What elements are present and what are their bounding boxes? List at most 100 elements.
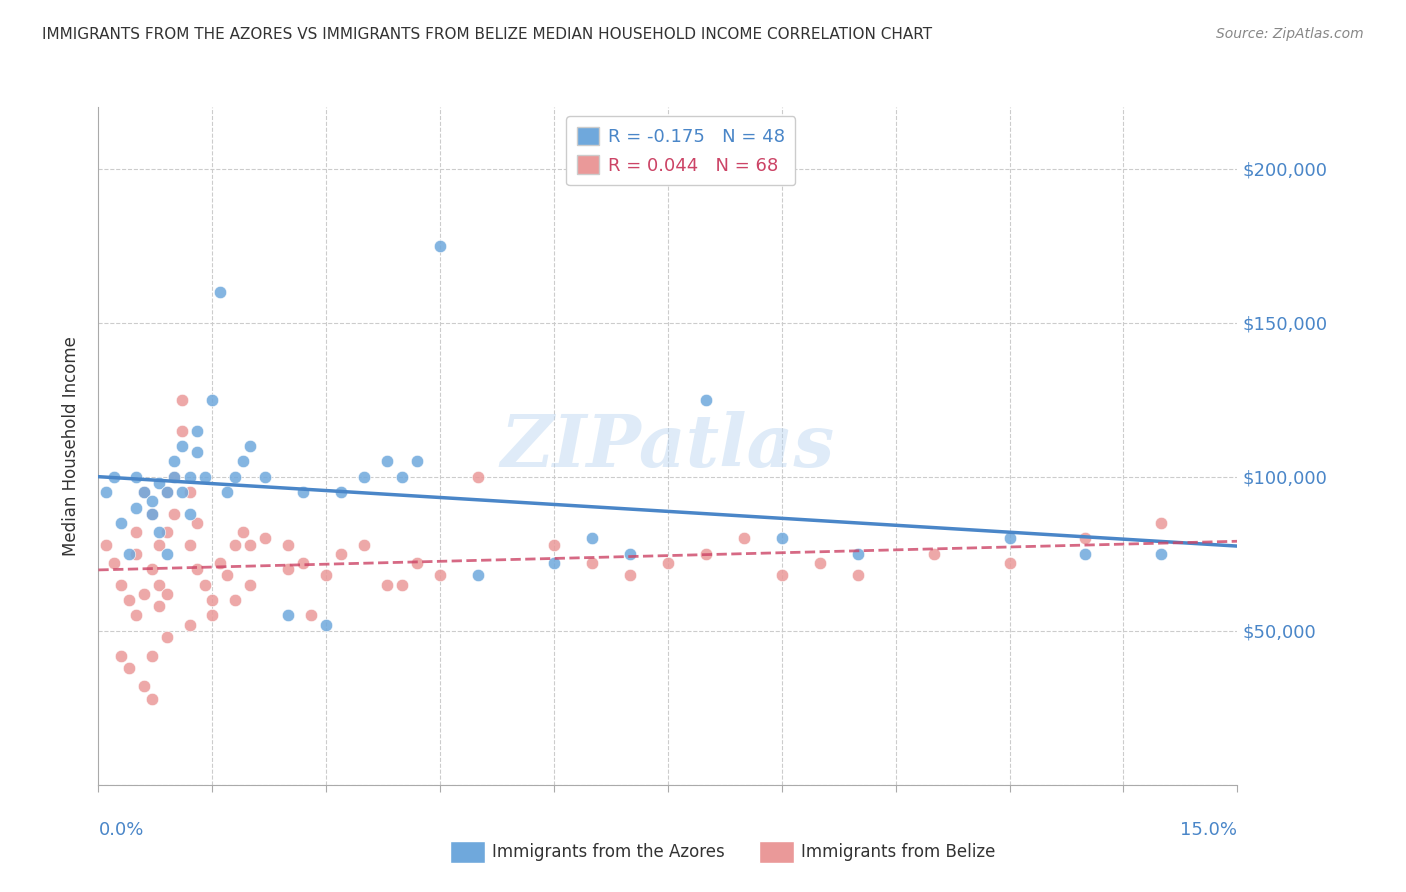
Point <box>299 608 322 623</box>
Point <box>224 593 246 607</box>
Text: 15.0%: 15.0% <box>1180 821 1237 838</box>
Point <box>148 525 170 540</box>
Point <box>217 568 239 582</box>
Point <box>118 661 141 675</box>
Text: Immigrants from Belize: Immigrants from Belize <box>801 843 995 861</box>
Point <box>208 556 231 570</box>
Point <box>391 577 413 591</box>
Point <box>141 691 163 706</box>
Point <box>808 556 831 570</box>
Text: ZIPatlas: ZIPatlas <box>501 410 835 482</box>
Point <box>695 547 717 561</box>
Point <box>208 285 231 299</box>
Point <box>201 608 224 623</box>
Point <box>148 538 170 552</box>
Point <box>353 538 375 552</box>
Point <box>375 577 398 591</box>
Point <box>581 532 603 546</box>
Point <box>846 547 869 561</box>
Point <box>330 547 353 561</box>
Point <box>543 538 565 552</box>
Point <box>239 439 262 453</box>
Point <box>315 617 337 632</box>
Point <box>619 547 641 561</box>
Point <box>292 485 315 500</box>
Point <box>277 538 299 552</box>
Point <box>132 485 155 500</box>
Point <box>103 470 125 484</box>
Point <box>125 525 148 540</box>
Point <box>239 538 262 552</box>
Point <box>186 516 208 530</box>
Point <box>770 568 793 582</box>
Point <box>292 556 315 570</box>
Point <box>125 500 148 515</box>
Point <box>125 470 148 484</box>
Point <box>179 470 201 484</box>
Point <box>581 556 603 570</box>
Point <box>277 608 299 623</box>
Point <box>179 485 201 500</box>
Point <box>141 507 163 521</box>
Point <box>254 532 277 546</box>
Point <box>1074 532 1097 546</box>
Point <box>186 445 208 459</box>
Point <box>118 593 141 607</box>
Point <box>132 485 155 500</box>
Point <box>429 568 451 582</box>
Point <box>163 470 186 484</box>
Point <box>156 485 179 500</box>
Point <box>170 392 193 407</box>
Point <box>254 470 277 484</box>
Point <box>163 507 186 521</box>
Point <box>125 547 148 561</box>
Point <box>132 587 155 601</box>
Point <box>110 577 132 591</box>
Point <box>1150 516 1173 530</box>
Point <box>277 562 299 576</box>
Point <box>375 454 398 468</box>
Point <box>224 470 246 484</box>
Point <box>998 556 1021 570</box>
Point <box>232 454 254 468</box>
Point <box>232 525 254 540</box>
Text: IMMIGRANTS FROM THE AZORES VS IMMIGRANTS FROM BELIZE MEDIAN HOUSEHOLD INCOME COR: IMMIGRANTS FROM THE AZORES VS IMMIGRANTS… <box>42 27 932 42</box>
Point <box>110 648 132 663</box>
Point <box>156 547 179 561</box>
Point <box>148 475 170 490</box>
Point <box>1074 547 1097 561</box>
Point <box>179 507 201 521</box>
Point <box>179 617 201 632</box>
Point <box>353 470 375 484</box>
Point <box>141 494 163 508</box>
Point <box>391 470 413 484</box>
Point <box>156 630 179 644</box>
Point <box>163 470 186 484</box>
Point <box>156 485 179 500</box>
Point <box>201 593 224 607</box>
Point <box>148 577 170 591</box>
Point <box>163 454 186 468</box>
Point <box>467 470 489 484</box>
Point <box>141 562 163 576</box>
Point <box>406 454 429 468</box>
Point <box>141 507 163 521</box>
Point <box>141 648 163 663</box>
Point <box>170 439 193 453</box>
Point <box>94 538 117 552</box>
Y-axis label: Median Household Income: Median Household Income <box>62 336 80 556</box>
Point <box>998 532 1021 546</box>
Point <box>846 568 869 582</box>
Point <box>194 470 217 484</box>
Point <box>330 485 353 500</box>
Point <box>619 568 641 582</box>
Point <box>94 485 117 500</box>
Point <box>657 556 679 570</box>
Point <box>239 577 262 591</box>
Point <box>429 238 451 252</box>
Point <box>733 532 755 546</box>
Point <box>132 679 155 693</box>
Point <box>194 577 217 591</box>
Point <box>695 392 717 407</box>
Point <box>406 556 429 570</box>
